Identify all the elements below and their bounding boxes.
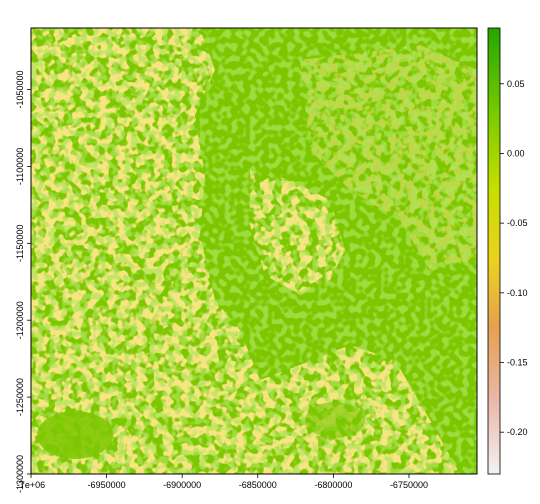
x-tick-label: -7e+06 xyxy=(17,480,45,490)
x-tick-label: -6950000 xyxy=(88,480,126,490)
x-tick-label: -6750000 xyxy=(390,480,428,490)
colorbar-tick-label: -0.10 xyxy=(507,288,528,298)
y-tick-label: -1100000 xyxy=(15,148,25,185)
colorbar-gradient xyxy=(487,27,501,475)
colorbar-tick-label: 0.00 xyxy=(507,148,525,158)
y-tick-label: -1050000 xyxy=(15,70,25,108)
plot-frame xyxy=(30,27,478,475)
y-tick-label: -1150000 xyxy=(15,225,25,262)
y-axis: -1050000 -1100000 -1150000 -1200000 -1250000… xyxy=(15,70,31,493)
colorbar-ticks: 0.05 0.00 -0.05 -0.10 -0.15 -0.20 xyxy=(500,79,528,437)
colorbar: 0.05 0.00 -0.05 -0.10 -0.15 -0.20 xyxy=(487,27,528,475)
colorbar-tick-label: -0.15 xyxy=(507,358,528,368)
colorbar-tick-label: -0.20 xyxy=(507,427,528,437)
colorbar-tick-label: 0.05 xyxy=(507,79,525,89)
y-tick-label: -1200000 xyxy=(15,301,25,339)
colorbar-tick-label: -0.05 xyxy=(507,218,528,228)
y-tick-label: -1300000 xyxy=(15,455,25,493)
x-tick-label: -6800000 xyxy=(314,480,352,490)
y-tick-label: -1250000 xyxy=(15,378,25,416)
texture-region-dark xyxy=(31,28,477,474)
x-axis: -7e+06 -6950000 -6900000 -6850000 -6800000 -6… xyxy=(17,474,428,490)
raster-field xyxy=(31,28,477,474)
x-tick-label: -6900000 xyxy=(163,480,201,490)
x-tick-label: -6850000 xyxy=(239,480,277,490)
